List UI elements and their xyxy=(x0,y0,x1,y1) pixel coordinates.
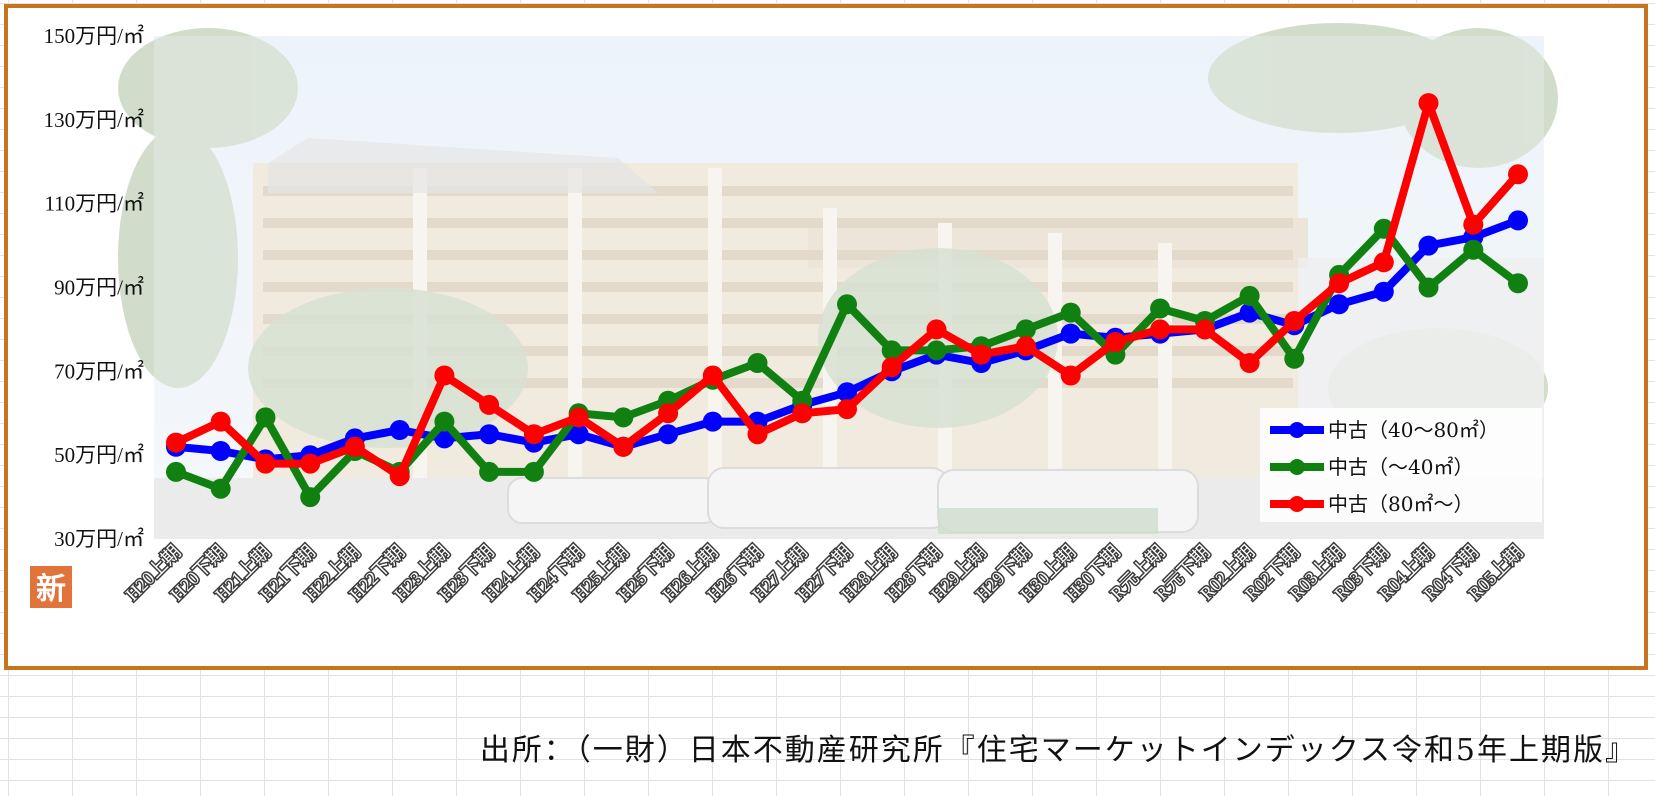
data-point xyxy=(1418,277,1439,298)
data-point xyxy=(1418,235,1439,256)
data-point xyxy=(434,411,455,432)
data-point xyxy=(568,407,589,428)
data-point xyxy=(1418,93,1439,114)
data-point xyxy=(881,340,902,361)
data-point xyxy=(166,432,186,453)
line-chart: 新 30万円/㎡ 50万円/㎡ 70万円/㎡ 90万円/㎡ 110万円/㎡ 130万円/㎡… xyxy=(8,23,1644,666)
series-3 xyxy=(166,93,1528,487)
data-point xyxy=(1329,273,1350,294)
data-point xyxy=(1284,311,1305,331)
source-citation: 出所：（一財）日本不動産研究所『住宅マーケットインデックス令和5年上期版』 xyxy=(479,733,1637,768)
data-point xyxy=(389,420,410,440)
legend-label: 中古（40～80㎡） xyxy=(1328,418,1499,442)
data-point xyxy=(1508,164,1528,185)
data-point xyxy=(1373,281,1394,302)
data-point xyxy=(1463,214,1484,235)
data-point xyxy=(479,461,500,482)
data-point xyxy=(702,365,723,386)
legend-swatch-marker xyxy=(1289,496,1305,512)
y-tick-label: 150万円/㎡ xyxy=(44,24,144,48)
data-point xyxy=(523,424,544,445)
data-point xyxy=(658,403,679,424)
data-point xyxy=(1239,285,1260,306)
data-point xyxy=(1105,332,1126,352)
data-point xyxy=(837,294,857,315)
data-point xyxy=(1150,319,1171,340)
legend-label: 中古（～40㎡） xyxy=(1328,455,1473,479)
data-point xyxy=(926,319,947,340)
data-point xyxy=(613,407,634,428)
data-point xyxy=(344,436,365,457)
data-point xyxy=(926,340,947,361)
data-point xyxy=(1060,302,1081,323)
data-point xyxy=(300,453,321,474)
data-point xyxy=(658,424,679,445)
y-tick-label: 70万円/㎡ xyxy=(54,359,144,383)
data-point xyxy=(210,478,231,499)
data-point xyxy=(1463,239,1484,260)
data-point xyxy=(1015,319,1036,340)
data-point xyxy=(837,399,857,420)
y-tick-label: 50万円/㎡ xyxy=(54,443,144,467)
data-point xyxy=(389,466,410,487)
data-point xyxy=(1284,348,1305,369)
y-tick-label: 30万円/㎡ xyxy=(54,527,144,551)
legend: 中古（40～80㎡） 中古（～40㎡） 中古（80㎡～） xyxy=(1260,408,1542,522)
data-point xyxy=(479,424,500,445)
data-point xyxy=(1060,323,1081,344)
data-point xyxy=(792,403,813,424)
data-point xyxy=(702,411,723,432)
data-point xyxy=(881,357,902,378)
data-point xyxy=(1239,353,1260,373)
y-tick-label: 130万円/㎡ xyxy=(44,108,144,132)
data-point xyxy=(1373,252,1394,273)
data-point xyxy=(613,436,634,457)
legend-swatch-marker xyxy=(1289,422,1305,438)
data-point xyxy=(1508,273,1528,294)
new-badge-label: 新 xyxy=(36,572,66,607)
y-tick-label: 110万円/㎡ xyxy=(44,192,144,216)
data-point xyxy=(747,424,768,445)
data-point xyxy=(479,394,500,415)
series-layer xyxy=(166,93,1528,508)
data-point xyxy=(747,353,768,373)
data-point xyxy=(971,344,992,365)
chart-frame: 新 30万円/㎡ 50万円/㎡ 70万円/㎡ 90万円/㎡ 110万円/㎡ 130万円/㎡… xyxy=(4,4,1648,670)
data-point xyxy=(434,365,455,386)
new-badge-icon: 新 xyxy=(30,566,72,608)
legend-label: 中古（80㎡～） xyxy=(1328,492,1473,516)
data-point xyxy=(568,424,589,445)
data-point xyxy=(166,461,186,482)
data-point xyxy=(1060,365,1081,386)
data-point xyxy=(1015,336,1036,357)
data-point xyxy=(1508,210,1528,231)
data-point xyxy=(523,461,544,482)
data-point xyxy=(255,407,276,428)
data-point xyxy=(210,411,231,432)
data-point xyxy=(255,453,276,474)
data-point xyxy=(1329,294,1350,315)
data-point xyxy=(1194,319,1215,340)
data-point xyxy=(837,382,857,403)
data-point xyxy=(210,441,231,461)
legend-swatch-marker xyxy=(1289,459,1305,475)
data-point xyxy=(434,428,455,449)
data-point xyxy=(1150,298,1171,319)
y-tick-label: 90万円/㎡ xyxy=(54,276,144,300)
data-point xyxy=(300,487,321,508)
